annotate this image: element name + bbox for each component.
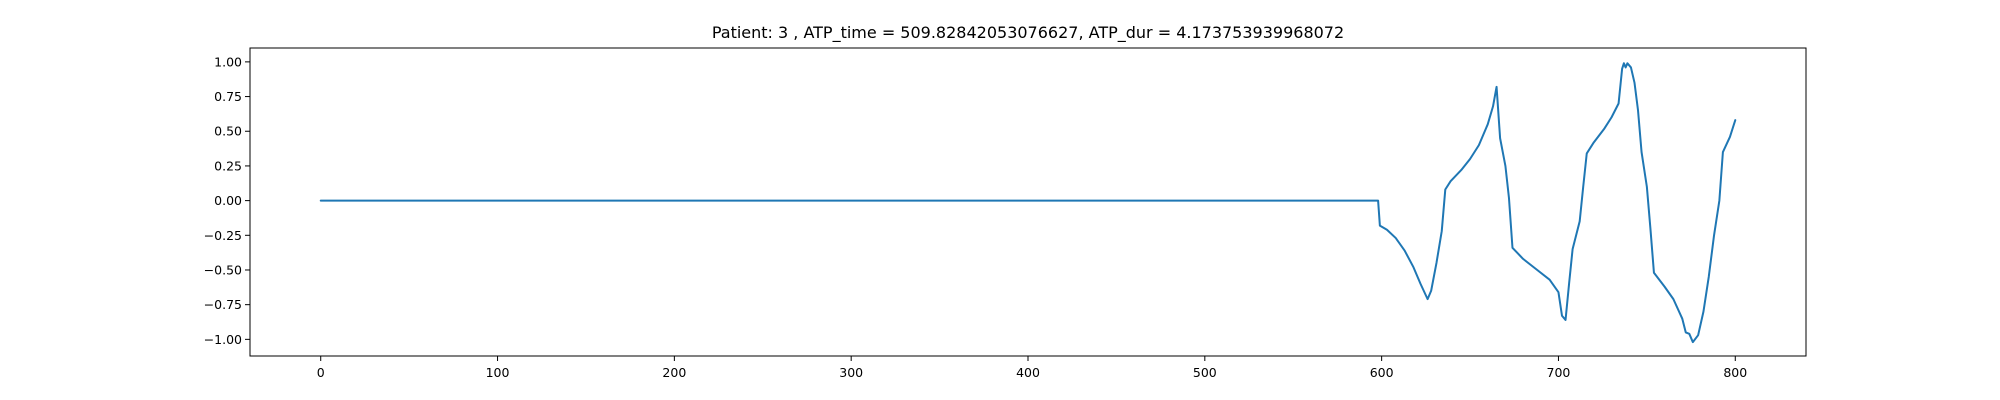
y-tick-label: 0.50 <box>214 124 242 139</box>
x-axis-ticks: 0 100 200 300 400 500 600 700 800 <box>317 356 1747 380</box>
x-tick-label: 300 <box>839 365 863 380</box>
x-tick-label: 100 <box>486 365 510 380</box>
x-tick-label: 800 <box>1723 365 1747 380</box>
plot-area-frame <box>249 47 1807 357</box>
y-tick-label: −0.50 <box>204 262 242 277</box>
x-tick-label: 500 <box>1193 365 1217 380</box>
x-tick-label: 700 <box>1547 365 1571 380</box>
x-tick-label: 400 <box>1016 365 1040 380</box>
series-line <box>319 62 1737 344</box>
y-axis-ticks: 1.00 0.75 0.50 0.25 0.00 −0.25 −0.50 −0.75 −1.00 <box>204 54 250 347</box>
x-tick-label: 600 <box>1370 365 1394 380</box>
y-tick-label: 0.25 <box>214 158 242 173</box>
y-tick-label: −0.75 <box>204 297 242 312</box>
y-tick-label: −0.25 <box>204 228 242 243</box>
y-tick-label: 0.75 <box>214 89 242 104</box>
y-tick-label: 1.00 <box>214 54 242 69</box>
x-tick-label: 0 <box>317 365 325 380</box>
x-tick-label: 200 <box>662 365 686 380</box>
series-layer <box>319 62 1737 344</box>
y-tick-label: −1.00 <box>204 332 242 347</box>
chart-title: Patient: 3 , ATP_time = 509.828420530766… <box>712 23 1344 43</box>
y-tick-label: 0.00 <box>214 193 242 208</box>
